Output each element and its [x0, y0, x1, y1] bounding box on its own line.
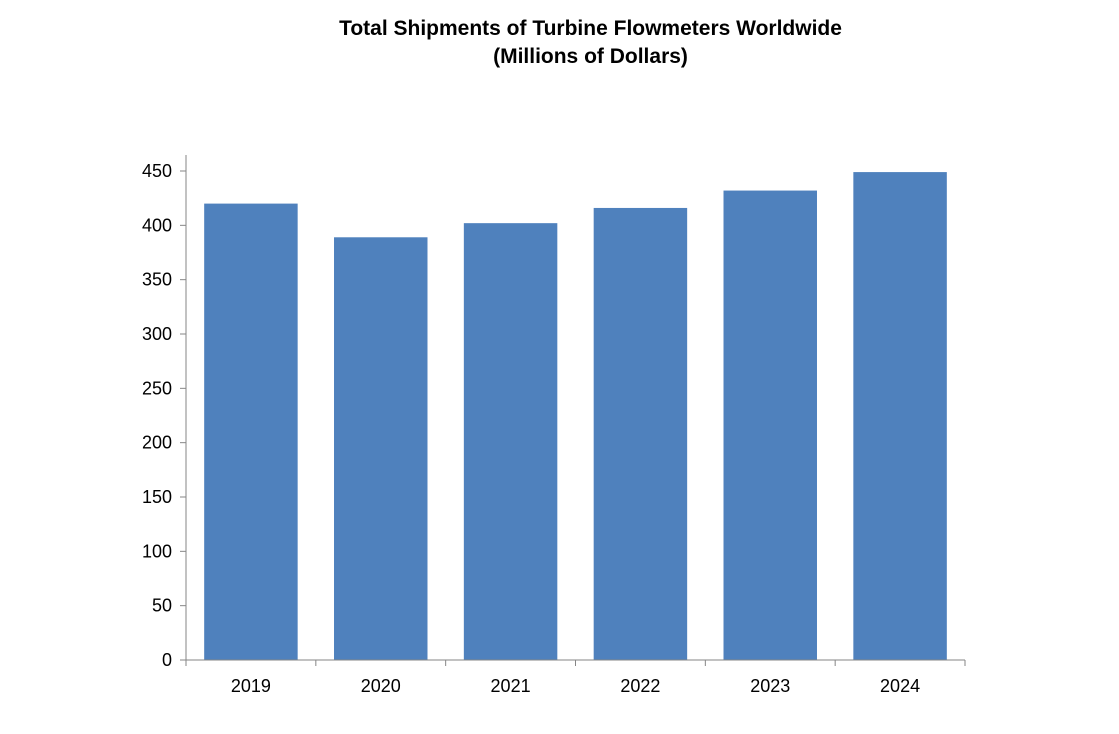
y-tick-label: 150: [142, 487, 172, 507]
bar-2023: [723, 190, 817, 660]
x-tick-label: 2019: [231, 676, 271, 696]
x-tick-label: 2020: [361, 676, 401, 696]
y-tick-label: 400: [142, 215, 172, 235]
x-tick-label: 2023: [750, 676, 790, 696]
bar-2022: [593, 207, 688, 661]
y-tick-label: 0: [162, 650, 172, 670]
bar-2020: [334, 237, 428, 660]
y-tick-label: 300: [142, 324, 172, 344]
y-tick-label: 350: [142, 270, 172, 290]
y-tick-label: 450: [142, 161, 172, 181]
y-tick-label: 50: [152, 596, 172, 616]
y-tick-label: 100: [142, 541, 172, 561]
bar-2024: [853, 172, 947, 660]
bar-2021: [463, 223, 558, 660]
y-tick-label: 200: [142, 433, 172, 453]
chart-title: Total Shipments of Turbine Flowmeters Wo…: [339, 17, 842, 40]
bar-2019: [204, 203, 298, 660]
x-tick-label: 2022: [620, 676, 660, 696]
y-tick-label: 250: [142, 378, 172, 398]
x-tick-label: 2024: [880, 676, 920, 696]
x-tick-label: 2021: [491, 676, 531, 696]
chart-subtitle: (Millions of Dollars): [493, 45, 688, 68]
